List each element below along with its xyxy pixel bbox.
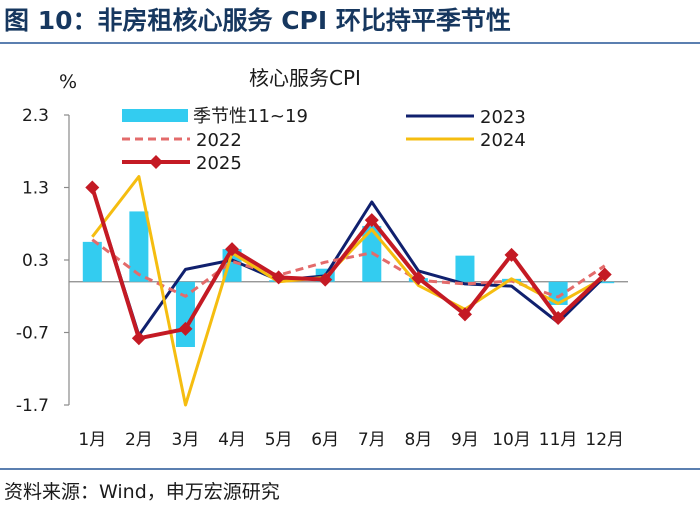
- series-line-2024: [91, 175, 606, 407]
- series-marker-2025: [597, 267, 612, 282]
- seasonal-bar: [82, 241, 102, 282]
- series-marker-2025: [364, 213, 379, 228]
- legend: 季节性11~19 2023 2022 2024 2025: [122, 106, 526, 174]
- legend-label: 2025: [196, 153, 242, 174]
- y-tick-label: -1.7: [16, 396, 49, 416]
- bar-series-group: [82, 211, 615, 347]
- y-tick-label: -0.7: [16, 324, 49, 344]
- y-tick-label: 1.3: [22, 179, 49, 199]
- series-marker-2025: [271, 270, 286, 285]
- source-note: 资料来源：Wind，申万宏源研究: [4, 481, 280, 503]
- y-axis-unit-label: %: [59, 71, 77, 93]
- x-tick-label: 8月: [404, 430, 432, 450]
- chart-title: 核心服务CPI: [249, 66, 361, 90]
- series-marker-2025: [457, 307, 472, 322]
- legend-marker-2025: [149, 155, 163, 169]
- x-tick-label: 5月: [265, 430, 293, 450]
- series-marker-2025: [131, 331, 146, 346]
- y-tick-label: 0.3: [22, 251, 49, 271]
- x-tick-label: 1月: [78, 430, 106, 450]
- x-tick-label: 2月: [125, 430, 153, 450]
- series-marker-2025: [551, 311, 566, 325]
- x-tick-label: 7月: [358, 430, 386, 450]
- series-marker-2025: [225, 242, 240, 257]
- x-tick-label: 4月: [218, 430, 246, 450]
- legend-label: 2024: [480, 130, 526, 151]
- legend-swatch-seasonal: [122, 109, 188, 122]
- legend-label: 季节性11~19: [193, 106, 308, 127]
- figure-title: 图 10：非房租核心服务 CPI 环比持平季节性: [4, 6, 511, 35]
- x-tick-label: 12月: [585, 430, 624, 450]
- series-line-2023: [90, 187, 606, 337]
- x-tick-label: 10月: [492, 430, 531, 450]
- seasonal-bar: [129, 211, 149, 282]
- legend-label: 2023: [480, 107, 526, 128]
- x-tick-label: 3月: [172, 430, 200, 450]
- series-line-2022: [91, 238, 606, 299]
- x-tick-label: 11月: [539, 430, 578, 450]
- axes: 2.3 1.3 0.3 -0.7 -1.7 1月 2月 3月 4月 5月 6月 7月 8月 9月 10月 11…: [16, 106, 628, 450]
- series-marker-2025: [504, 247, 519, 262]
- line-series-group: [85, 175, 612, 407]
- series-line-2025: [90, 186, 607, 341]
- series-marker-2025: [318, 272, 333, 287]
- chart-area: 核心服务CPI % 2.3 1.3 0.3 -0.7 -1.7 1月 2月 3月 4月 5月 6月 7…: [16, 66, 628, 450]
- legend-label: 2022: [196, 130, 242, 151]
- header-divider: [0, 42, 700, 44]
- series-marker-2025: [411, 271, 426, 286]
- series-marker-2025: [178, 321, 193, 336]
- footer-divider: [0, 468, 700, 470]
- seasonal-bar: [455, 255, 475, 282]
- x-tick-label: 9月: [451, 430, 479, 450]
- series-marker-2025: [85, 180, 100, 195]
- seasonal-bar: [595, 281, 615, 284]
- y-tick-label: 2.3: [22, 106, 49, 126]
- x-tick-label: 6月: [311, 430, 339, 450]
